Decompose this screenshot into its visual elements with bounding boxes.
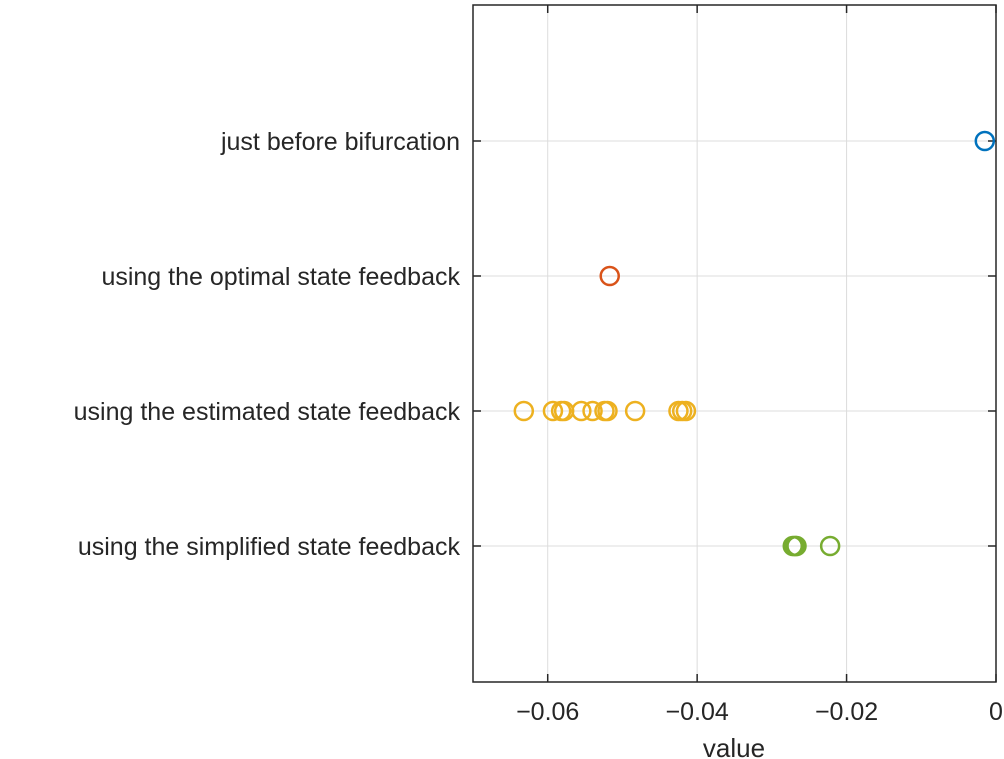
data-point (974, 130, 996, 152)
grid-lines (473, 5, 997, 682)
category-label: using the estimated state feedback (74, 398, 461, 426)
x-tick-label: 0 (989, 698, 1003, 726)
data-point (513, 400, 535, 422)
data-point (599, 265, 620, 287)
plot-area-frame (472, 4, 997, 683)
data-points (513, 130, 996, 557)
x-tick-label: −0.02 (815, 698, 878, 726)
data-point (597, 400, 618, 422)
category-label: just before bifurcation (220, 128, 460, 156)
x-tick-labels: −0.06 −0.04 −0.02 0 (516, 698, 1003, 726)
data-point (542, 400, 564, 422)
category-label: using the simplified state feedback (78, 533, 461, 561)
x-axis-title: value (703, 733, 765, 759)
axis-ticks (473, 5, 997, 682)
data-point (819, 535, 841, 557)
data-point (624, 400, 646, 422)
data-point (675, 400, 697, 422)
data-point (582, 400, 603, 422)
category-label: using the optimal state feedback (101, 263, 460, 291)
data-point (786, 535, 807, 557)
x-tick-label: −0.06 (516, 698, 579, 726)
category-labels: just before bifurcation using the optimal… (74, 128, 461, 561)
data-point (571, 400, 592, 422)
x-tick-label: −0.04 (666, 698, 729, 726)
